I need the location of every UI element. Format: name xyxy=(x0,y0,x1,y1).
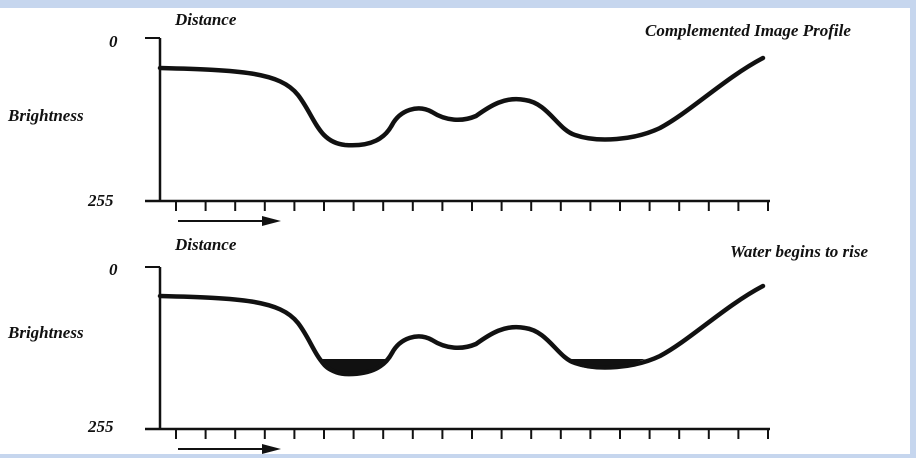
top-axis-zero-label: 0 xyxy=(109,32,118,51)
bottom-axis-255-label: 255 xyxy=(87,417,114,436)
top-distance-label: Distance xyxy=(174,10,237,29)
bottom-brightness-label: Brightness xyxy=(7,323,84,342)
top-caption: Complemented Image Profile xyxy=(645,21,851,40)
top-x-axis-ticks xyxy=(175,201,769,211)
window-right-border xyxy=(910,0,916,458)
window-top-border xyxy=(0,0,916,8)
top-panel: Distance Complemented Image Profile 0 Br… xyxy=(7,10,851,226)
top-profile-curve xyxy=(157,55,766,148)
top-brightness-label: Brightness xyxy=(7,106,84,125)
bottom-x-axis-ticks xyxy=(175,429,769,439)
top-axis-255-label: 255 xyxy=(87,191,114,210)
bottom-profile-curve xyxy=(157,283,766,377)
window-bottom-border xyxy=(0,454,916,458)
bottom-caption: Water begins to rise xyxy=(730,242,869,261)
top-direction-arrow-head xyxy=(262,216,281,226)
bottom-distance-label: Distance xyxy=(174,235,237,254)
bottom-panel: Distance Water begins to rise 0 Brightne… xyxy=(7,235,869,454)
bottom-direction-arrow-head xyxy=(262,444,281,454)
bottom-axis-zero-label: 0 xyxy=(109,260,118,279)
